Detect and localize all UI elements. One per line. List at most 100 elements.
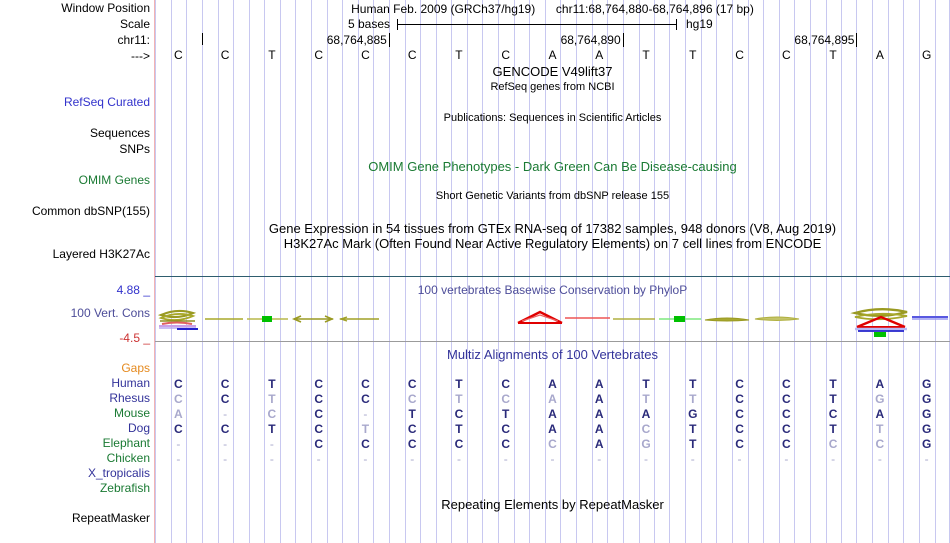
multiz-base: C (454, 407, 464, 421)
gridline (763, 0, 764, 543)
sidebar-item-layered-h3k27ac[interactable]: Layered H3K27Ac (52, 247, 150, 261)
multiz-base: C (735, 422, 744, 436)
multiz-base: C (735, 392, 744, 406)
gridline (716, 0, 717, 543)
multiz-base: C (314, 377, 323, 391)
multiz-gap: - (690, 452, 695, 466)
multiz-row-zebrafish[interactable] (155, 482, 950, 497)
track-title-publications[interactable]: Publications: Sequences in Scientific Ar… (443, 112, 662, 124)
multiz-gap: - (176, 452, 181, 466)
sidebar-item-sequences[interactable]: Sequences (89, 126, 150, 140)
multiz-gap: - (176, 437, 181, 451)
sidebar-item-cons-max[interactable]: 4.88 _ (116, 283, 150, 297)
multiz-base: T (689, 437, 697, 451)
sidebar-item-chicken[interactable]: Chicken (106, 451, 150, 465)
reference-base: T (689, 48, 697, 62)
multiz-base: G (921, 422, 932, 436)
multiz-base: C (361, 377, 370, 391)
multiz-gap: - (223, 407, 228, 421)
multiz-base: C (735, 437, 744, 451)
row-label-window-position: Window Position (61, 1, 150, 15)
multiz-base: C (174, 377, 183, 391)
reference-base: T (455, 48, 463, 62)
multiz-base: C (174, 392, 183, 406)
multiz-base: C (501, 392, 511, 406)
position-label[interactable]: chr11:68,764,880-68,764,896 (17 bp) (555, 2, 754, 16)
sidebar-item-gaps[interactable]: Gaps (121, 361, 150, 375)
multiz-gap: - (924, 452, 929, 466)
gridline (888, 0, 889, 543)
multiz-row-chicken[interactable]: ----------------- (155, 452, 950, 467)
row-label-scale: Scale (119, 17, 150, 31)
multiz-base: A (548, 377, 557, 391)
sidebar-item-human[interactable]: Human (111, 376, 150, 390)
multiz-base: G (921, 377, 932, 391)
gridline (856, 0, 857, 543)
sidebar-item-refseq-curated[interactable]: RefSeq Curated (63, 95, 150, 109)
multiz-base: T (829, 392, 837, 406)
gridline (872, 0, 873, 543)
sidebar-item-mouse[interactable]: Mouse (113, 406, 150, 420)
reference-base: T (268, 48, 276, 62)
sidebar-item-omim-genes[interactable]: OMIM Genes (78, 173, 150, 187)
gridline (451, 0, 452, 543)
multiz-base: C (735, 407, 744, 421)
scalebar-right-cap (676, 19, 677, 30)
sidebar-item-elephant[interactable]: Elephant (102, 436, 150, 450)
multiz-base: C (454, 437, 464, 451)
sidebar-item-snps[interactable]: SNPs (119, 142, 150, 156)
cons-col-17 (912, 316, 948, 320)
multiz-base: T (642, 392, 650, 406)
reference-base: C (174, 48, 183, 62)
ruler-coord-label: 68,764,890 (560, 33, 621, 47)
multiz-base: T (455, 422, 463, 436)
sidebar-item-repeatmasker[interactable]: RepeatMasker (71, 511, 150, 525)
multiz-row-x-tropicalis[interactable] (155, 467, 950, 482)
gridline (218, 0, 219, 543)
multiz-base: C (220, 377, 230, 391)
reference-base: C (407, 48, 417, 62)
track-title-dbsnp-variants[interactable]: Short Genetic Variants from dbSNP releas… (435, 190, 670, 202)
gridline (545, 0, 546, 543)
sidebar-item-cons-min[interactable]: -4.5 _ (119, 331, 150, 345)
gridline (295, 0, 296, 543)
sidebar-item-vert-cons[interactable]: 100 Vert. Cons (70, 306, 150, 320)
sidebar-item-dog[interactable]: Dog (127, 421, 150, 435)
gridline (841, 0, 842, 543)
multiz-base: C (501, 437, 511, 451)
gridline (498, 0, 499, 543)
multiz-base: G (921, 407, 932, 421)
track-title-repeatmasker[interactable]: Repeating Elements by RepeatMasker (441, 497, 664, 512)
track-title-h3k27ac[interactable]: H3K27Ac Mark (Often Found Near Active Re… (283, 236, 822, 251)
gridline (779, 0, 780, 543)
track-title-omim-phenotype[interactable]: OMIM Gene Phenotypes - Dark Green Can Be… (368, 159, 737, 174)
reference-base: G (921, 48, 932, 62)
gridline (171, 0, 172, 543)
gridline (529, 0, 530, 543)
phylop-conservation-plot[interactable] (155, 296, 950, 341)
track-title-phylop[interactable]: 100 vertebrates Basewise Conservation by… (417, 283, 688, 297)
gridline (249, 0, 250, 543)
gridline (748, 0, 749, 543)
sidebar-item-rhesus[interactable]: Rhesus (109, 391, 150, 405)
multiz-base: C (174, 422, 183, 436)
row-label-chrom: chr11: (117, 33, 150, 47)
sidebar-item-zebrafish[interactable]: Zebrafish (99, 481, 150, 495)
reference-base: C (501, 48, 511, 62)
multiz-base: G (641, 437, 651, 451)
track-title-refseq-ncbi[interactable]: RefSeq genes from NCBI (490, 81, 615, 93)
multiz-base: A (594, 437, 604, 451)
multiz-row-gaps[interactable] (155, 362, 950, 377)
track-title-gtex[interactable]: Gene Expression in 54 tissues from GTEx … (268, 221, 837, 236)
sidebar-item-x-tropicalis[interactable]: X_tropicalis (87, 466, 150, 480)
multiz-gap: - (316, 452, 321, 466)
multiz-base: C (735, 377, 744, 391)
sidebar-item-common-dbsnp[interactable]: Common dbSNP(155) (31, 204, 150, 218)
track-title-multiz[interactable]: Multiz Alignments of 100 Vertebrates (446, 347, 658, 362)
track-title-gencode[interactable]: GENCODE V49lift37 (492, 64, 613, 79)
